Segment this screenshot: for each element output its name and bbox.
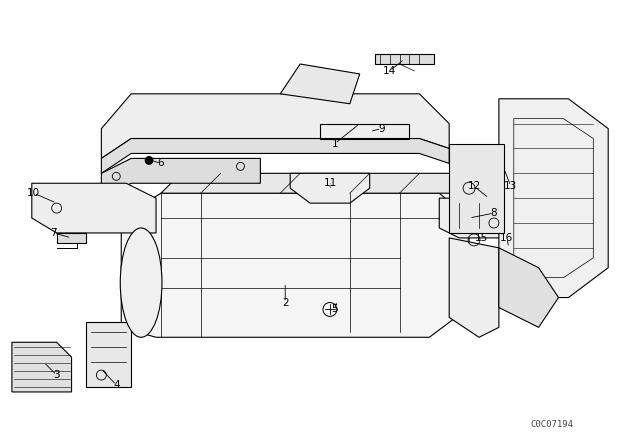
Text: 8: 8: [491, 208, 497, 218]
Text: 13: 13: [504, 181, 517, 191]
Polygon shape: [57, 233, 86, 243]
Text: 12: 12: [467, 181, 481, 191]
Text: 5: 5: [332, 305, 338, 314]
Text: 15: 15: [474, 233, 488, 243]
Polygon shape: [449, 238, 499, 337]
Text: C0C07194: C0C07194: [531, 420, 573, 429]
Polygon shape: [101, 94, 449, 159]
Text: 7: 7: [51, 228, 57, 238]
Text: 3: 3: [53, 370, 60, 380]
Polygon shape: [499, 99, 608, 297]
Text: 6: 6: [157, 159, 164, 168]
Polygon shape: [86, 323, 131, 387]
Polygon shape: [374, 54, 435, 64]
Circle shape: [145, 156, 153, 164]
Polygon shape: [101, 159, 260, 198]
Polygon shape: [101, 138, 449, 173]
Text: 1: 1: [332, 138, 338, 148]
Ellipse shape: [120, 228, 162, 337]
Text: 9: 9: [378, 124, 385, 134]
Polygon shape: [12, 342, 72, 392]
Polygon shape: [280, 64, 360, 104]
Text: 10: 10: [28, 188, 40, 198]
Text: 14: 14: [383, 66, 396, 76]
Polygon shape: [121, 193, 469, 337]
Polygon shape: [449, 143, 504, 233]
Text: 11: 11: [323, 178, 337, 188]
Polygon shape: [439, 198, 548, 238]
Text: 16: 16: [500, 233, 513, 243]
Polygon shape: [499, 248, 559, 327]
Text: 4: 4: [113, 380, 120, 390]
Polygon shape: [290, 173, 370, 203]
Polygon shape: [161, 173, 469, 193]
Polygon shape: [32, 183, 156, 233]
Text: 2: 2: [282, 297, 289, 307]
